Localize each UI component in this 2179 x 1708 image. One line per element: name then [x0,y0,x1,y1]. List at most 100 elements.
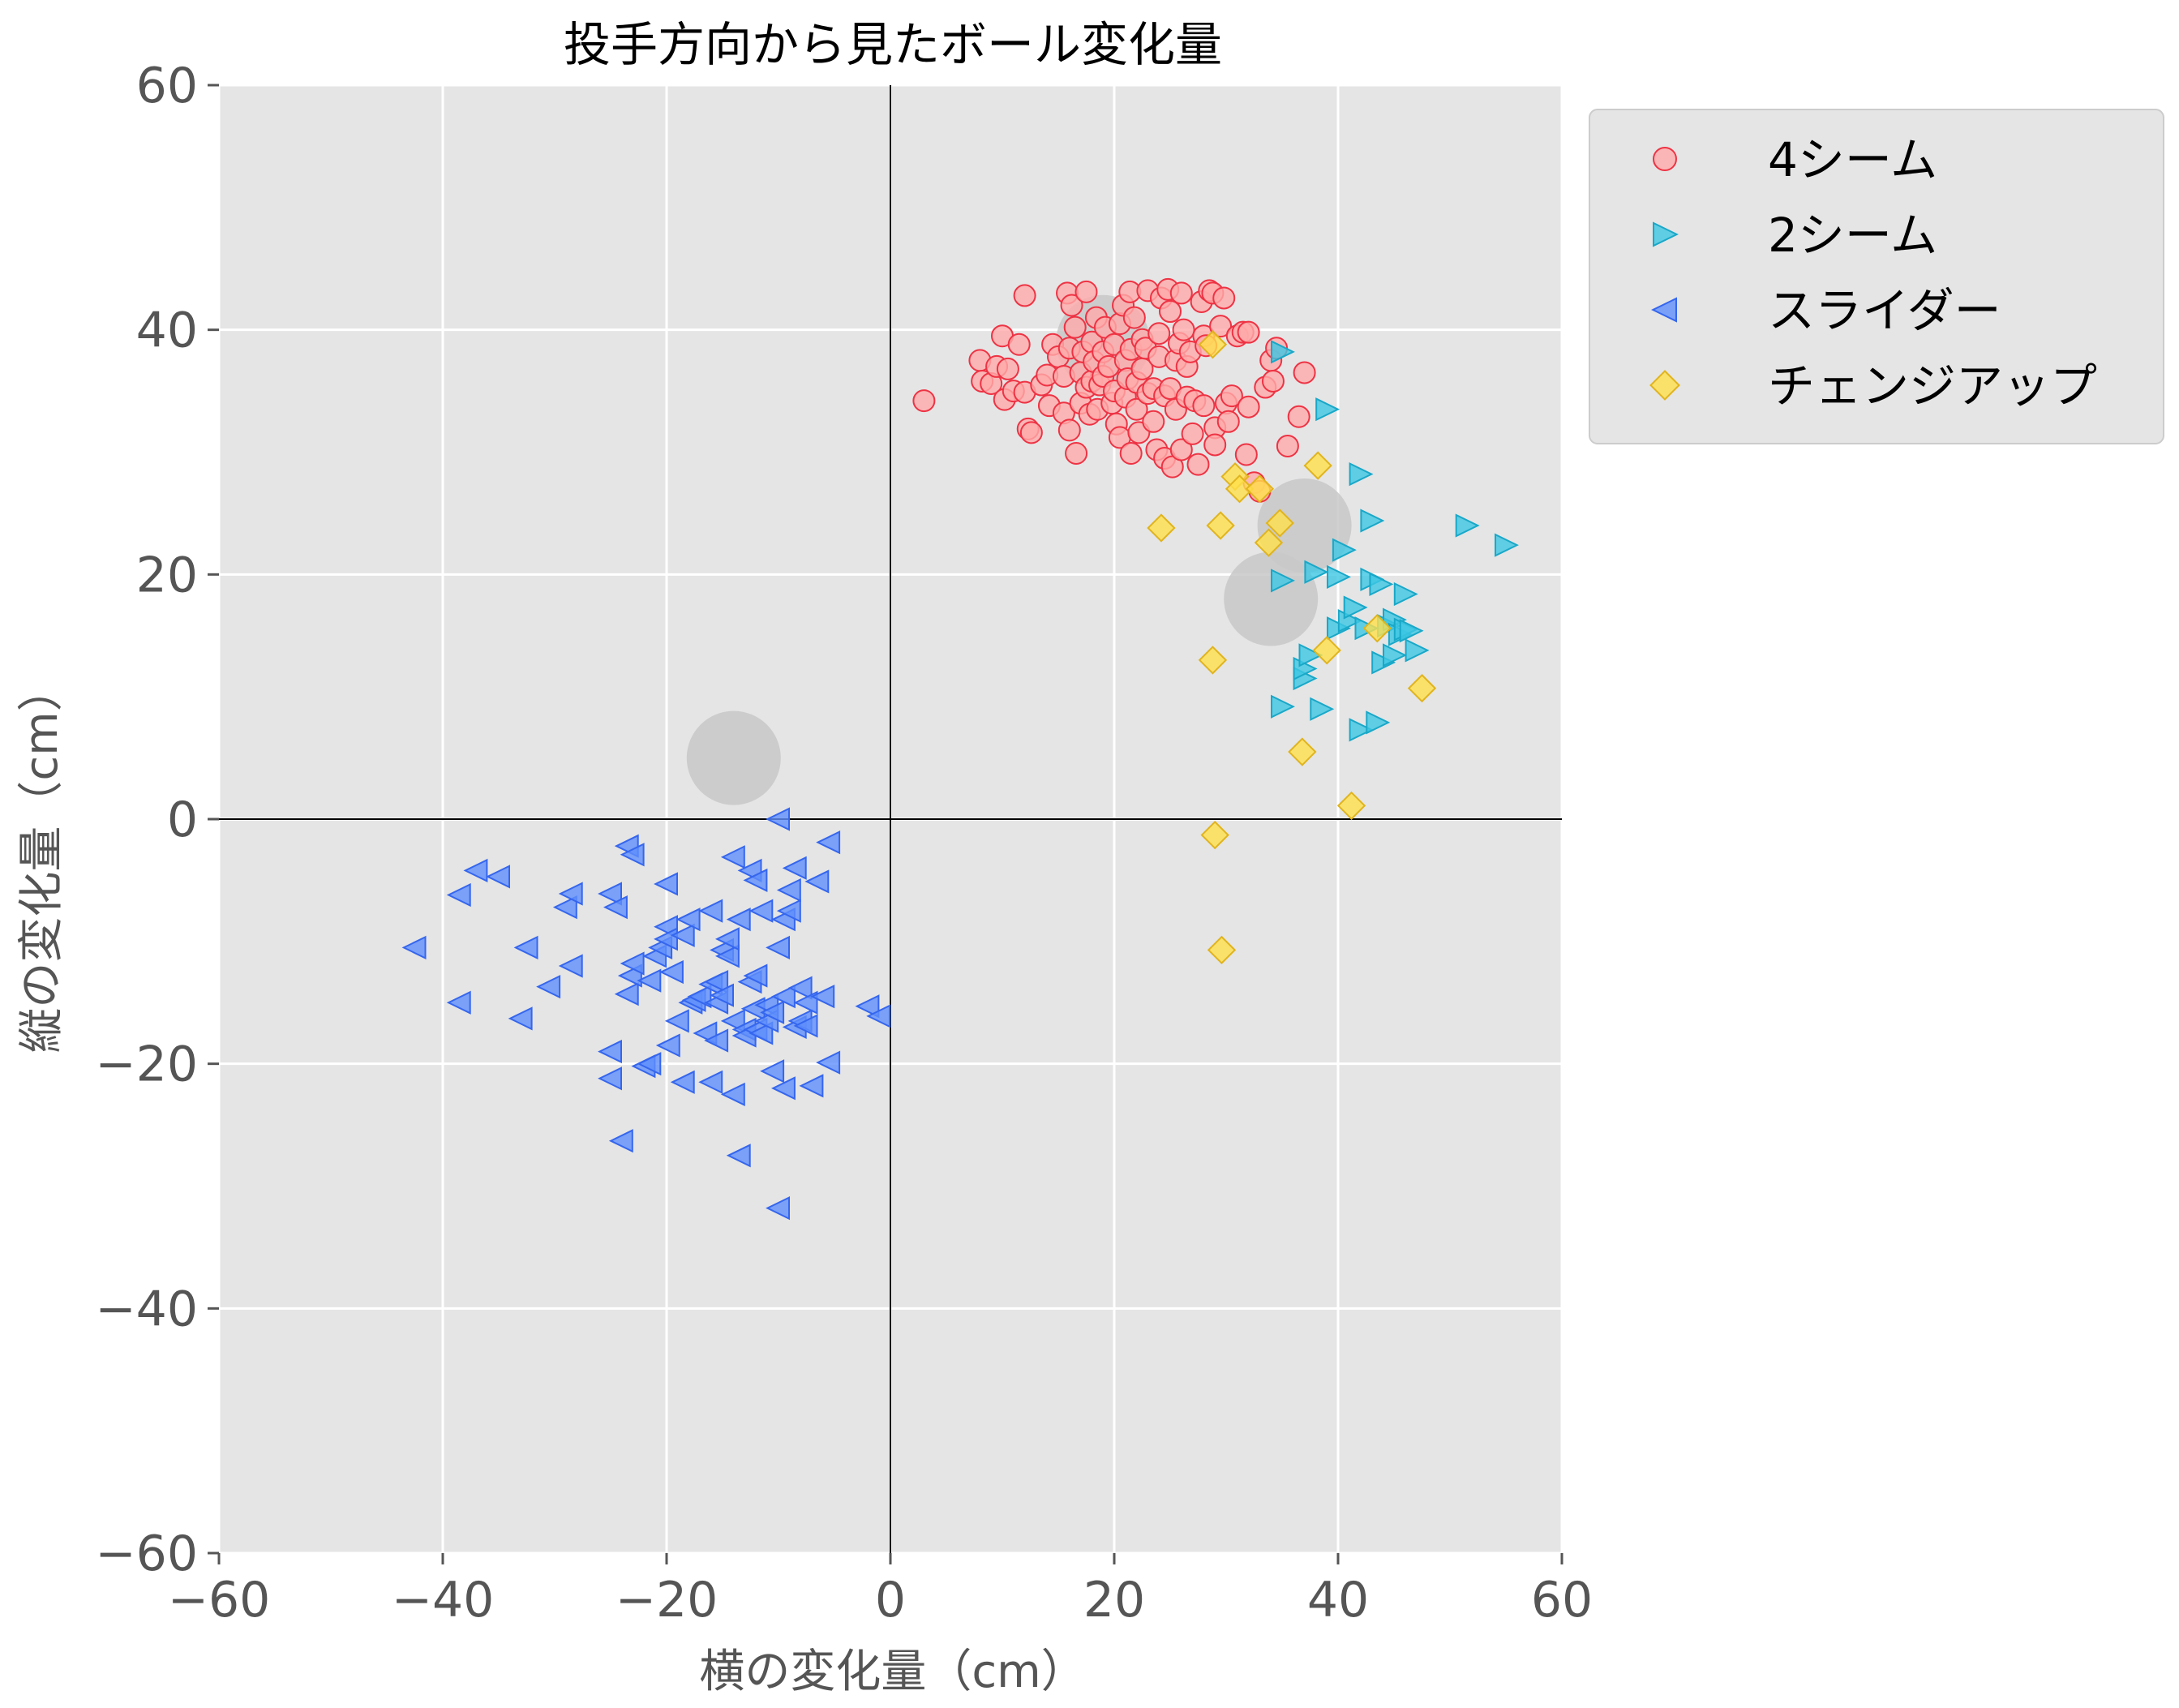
2seam-point [1360,509,1385,533]
slider-point [603,895,628,920]
slider-point [658,959,684,985]
changeup-point [1303,451,1332,480]
4seam-point [1186,453,1210,476]
legend-marker [1649,370,1680,401]
4seam-point [1192,394,1216,418]
slider-point [787,976,813,1000]
y-tick-label: −20 [95,1036,198,1093]
4seam-point [1060,294,1083,317]
axis-ticks: −60−60 −40 −40 −20 −20 0 0 20 20 40 40 60 60 [95,58,1593,1629]
4seam-point [1147,322,1171,345]
4seam-point [1234,443,1258,466]
x-tick-label: −60 [168,1572,271,1629]
slider-point [766,807,790,831]
x-tick-label: −20 [616,1572,718,1629]
2seam-point [1315,397,1340,422]
legend-box [1589,109,2164,444]
slider-point [760,1059,785,1084]
4seam-point [1203,433,1227,457]
slider-point [799,1074,824,1098]
4seam-point [1276,434,1299,457]
4seam-point [1216,410,1240,433]
slider-point [486,865,510,889]
slider-point [620,843,645,867]
2seam-point [1271,694,1295,719]
2seam-point [1383,643,1407,667]
slider-point [726,908,751,932]
y-tick-label: 60 [136,58,198,114]
slider-point [704,970,729,994]
slider-point [726,1144,751,1168]
4seam-point [1019,421,1043,444]
slider-point [598,1066,622,1091]
changeup-point [1245,474,1275,504]
2seam-point [1349,718,1374,742]
changeup-point [1225,474,1255,504]
4seam-point [912,389,936,413]
changeup-point [1312,636,1341,665]
slider-point [793,1014,818,1038]
4seam-point [1065,442,1088,466]
slider-point [552,895,577,920]
slider-point [637,1052,662,1076]
2seam-point [1298,643,1323,667]
shadow-circle [686,710,781,805]
slider-point [401,935,427,959]
2seam-point [1455,513,1480,538]
slider-point [698,1070,723,1094]
legend-marker [1653,221,1679,247]
slider-point [720,1082,745,1106]
slider-point [710,983,734,1007]
y-tick-label: 0 [167,792,198,848]
slider-point [598,1039,622,1064]
4seam-point [1293,361,1316,384]
4seam-point [1237,320,1260,344]
chart-title: 投手方向から見たボール変化量 [564,17,1222,72]
2seam-point [1495,533,1519,557]
changeup-point [1198,330,1228,359]
4seam-point [1063,315,1087,339]
4seam-point [1169,281,1193,305]
slider-point [804,869,830,894]
2seam-point [1405,638,1430,663]
shadow-circle [1257,478,1352,573]
4seam-point [1125,397,1148,421]
x-tick-label: 20 [1083,1572,1145,1629]
2seam-point [1393,581,1418,607]
changeup-point [1336,791,1366,821]
y-tick-label: −60 [95,1526,198,1582]
changeup-point [1198,646,1228,675]
slider-point [513,935,538,959]
2seam-point [1332,538,1357,562]
slider-point [608,1129,633,1153]
4seam-point [1220,384,1243,408]
changeup-point [1207,935,1237,965]
slider-point [446,990,471,1015]
changeup-point [1254,528,1284,557]
slider-point [743,868,768,893]
x-tick-label: 0 [875,1572,906,1629]
slider-point [810,985,835,1009]
slider-point [770,985,796,1009]
4seam-point [1013,284,1036,307]
4seam-point [1212,286,1236,310]
slider-point [748,1021,774,1045]
changeup-point [1206,511,1235,540]
slider-point [620,951,645,976]
slider-point [637,968,662,993]
2seam-point [1327,564,1351,589]
4seam-point [1209,315,1233,338]
x-tick-label: 40 [1307,1572,1369,1629]
y-axis-label: 縦の変化量（cm） [15,666,68,1053]
data-points [401,277,1519,1221]
slider-point [704,1028,729,1053]
slider-point [766,935,790,959]
x-tick-label: 60 [1531,1572,1593,1629]
2seam-point [1304,560,1329,584]
legend-marker [1653,147,1677,171]
4seam-point [1287,405,1310,428]
4seam-point [1172,318,1195,341]
2seam-point [1271,569,1295,593]
4seam-point [1142,410,1165,433]
legend-label: 4シーム [1768,132,1937,187]
